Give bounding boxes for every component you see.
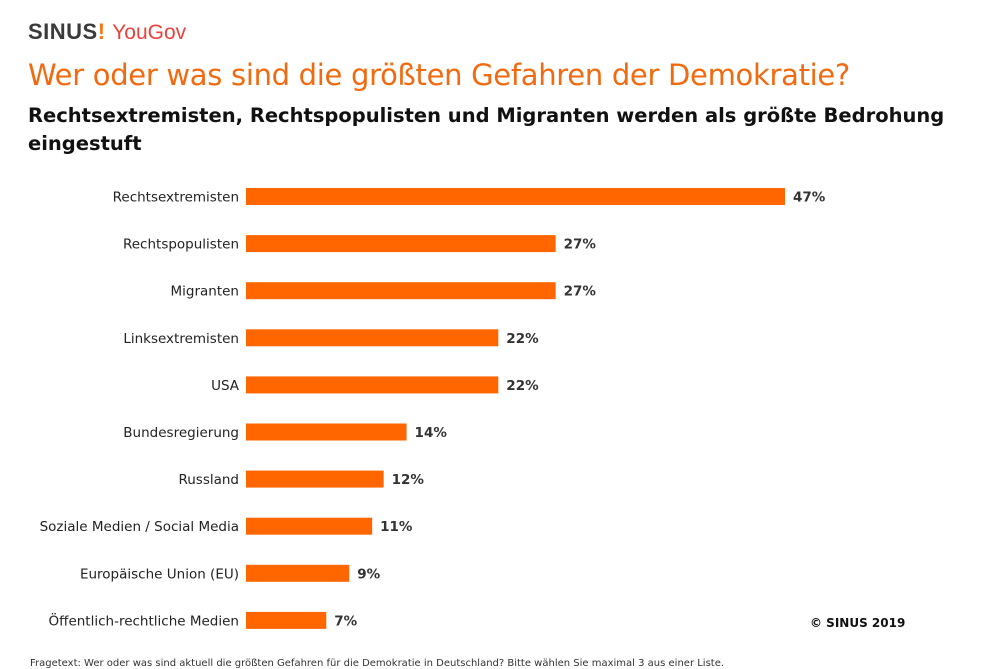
bar (246, 329, 499, 347)
category-label: Linksextremisten (123, 331, 239, 347)
value-label: 22% (506, 378, 539, 394)
category-label: Öffentlich-rechtliche Medien (49, 611, 239, 629)
copyright: © SINUS 2019 (810, 616, 906, 630)
value-label: 22% (506, 331, 539, 347)
category-label: Europäische Union (EU) (80, 566, 239, 582)
value-label: 27% (564, 284, 597, 300)
value-label: 11% (380, 519, 413, 535)
value-label: 14% (415, 425, 448, 441)
bar (246, 564, 350, 582)
logo-yougov: YouGov (112, 21, 187, 44)
value-label: 12% (392, 472, 425, 488)
value-label: 27% (564, 237, 597, 253)
chart-title: Wer oder was sind die größten Gefahren d… (28, 58, 851, 92)
chart-subtitle: Rechtsextremisten, Rechtspopulisten und … (28, 104, 945, 155)
bar (246, 517, 373, 535)
category-label: USA (211, 378, 240, 394)
value-label: 47% (793, 190, 826, 206)
bar (246, 423, 407, 441)
category-label: Soziale Medien / Social Media (40, 519, 239, 535)
bar (246, 282, 556, 300)
bar (246, 470, 384, 488)
category-label: Russland (178, 472, 239, 488)
category-label: Rechtsextremisten (113, 190, 239, 206)
bar (246, 376, 499, 394)
category-label: Rechtspopulisten (123, 237, 239, 253)
sinus-yougov-logo: SINUS! YouGov (28, 19, 186, 45)
value-label: 9% (357, 566, 380, 582)
category-label: Migranten (170, 284, 239, 300)
footnote: Fragetext: Wer oder was sind aktuell die… (30, 658, 725, 669)
logo-sinus: SINUS (28, 19, 98, 44)
value-label: 7% (334, 613, 357, 629)
bar (246, 235, 556, 253)
bar (246, 611, 327, 629)
bar (246, 188, 785, 205)
logo-divider: ! (97, 19, 106, 44)
category-label: Bundesregierung (123, 425, 239, 441)
